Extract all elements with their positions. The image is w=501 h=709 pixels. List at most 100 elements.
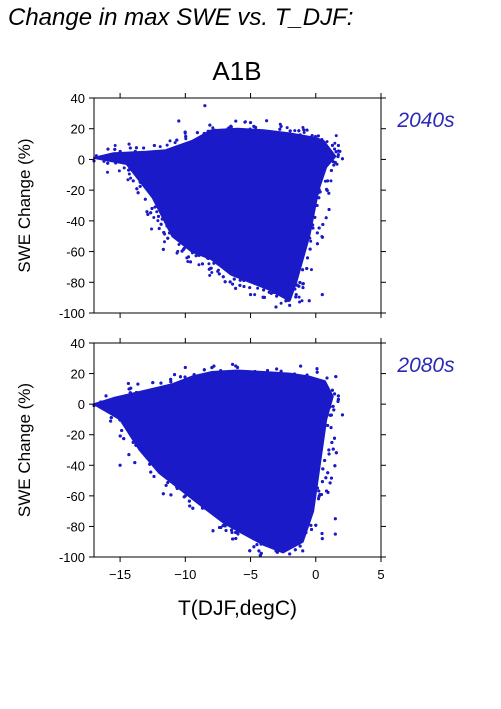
data-point: [327, 448, 331, 452]
data-point: [326, 490, 330, 494]
data-point: [267, 290, 271, 294]
data-point: [309, 239, 313, 243]
data-point: [126, 381, 130, 385]
y-tick-label: 40: [71, 336, 85, 351]
data-point: [302, 130, 306, 134]
data-point: [202, 131, 206, 135]
data-point: [275, 294, 279, 298]
data-point: [330, 440, 334, 444]
data-point: [156, 219, 160, 223]
data-point: [228, 280, 232, 284]
data-point: [315, 486, 319, 490]
data-point: [253, 370, 257, 374]
data-point: [315, 242, 319, 246]
data-point: [321, 222, 325, 226]
data-point: [106, 161, 110, 165]
data-point: [275, 550, 279, 554]
data-point: [127, 142, 131, 146]
data-point: [235, 365, 240, 370]
data-point: [219, 369, 223, 373]
data-point: [136, 382, 140, 386]
data-point: [94, 154, 98, 158]
data-point: [257, 549, 261, 553]
data-point: [212, 128, 216, 132]
data-point: [314, 523, 318, 527]
data-point: [155, 210, 159, 214]
data-point: [98, 405, 103, 409]
data-point: [216, 268, 220, 272]
data-point: [332, 436, 336, 440]
data-point: [169, 380, 173, 384]
data-point: [128, 391, 132, 395]
data-point: [298, 544, 302, 548]
data-point: [234, 286, 238, 290]
data-point: [315, 203, 319, 207]
y-tick-label: -80: [66, 519, 85, 534]
data-point: [324, 476, 328, 480]
data-point: [207, 262, 211, 266]
data-point: [328, 481, 332, 485]
data-point: [330, 388, 334, 392]
data-point: [114, 161, 118, 165]
data-point: [330, 143, 334, 147]
data-point: [275, 367, 279, 371]
data-point: [197, 263, 201, 267]
data-point: [286, 298, 290, 302]
period-label: 2040s: [396, 109, 455, 132]
data-point: [309, 268, 313, 272]
data-point: [118, 418, 122, 422]
data-point: [311, 223, 315, 227]
data-point: [153, 205, 157, 209]
data-point: [219, 526, 223, 530]
data-point: [146, 213, 150, 217]
data-point: [175, 138, 179, 142]
y-tick-label: -80: [66, 275, 85, 290]
data-point: [230, 528, 234, 532]
data-point: [336, 155, 340, 159]
data-point: [336, 399, 340, 403]
data-point: [288, 129, 292, 133]
data-point: [320, 235, 324, 239]
data-point: [131, 179, 135, 183]
data-point: [149, 470, 153, 474]
y-tick-label: 0: [78, 397, 85, 412]
data-point: [329, 168, 333, 172]
data-point: [284, 299, 288, 303]
data-point: [336, 394, 340, 398]
y-tick-label: 0: [78, 152, 85, 167]
data-point: [292, 372, 296, 376]
data-point: [298, 280, 302, 284]
data-point: [297, 284, 301, 288]
y-tick-label: 20: [71, 122, 85, 137]
data-point: [208, 123, 212, 127]
data-point: [167, 231, 171, 235]
data-point: [331, 447, 335, 451]
data-point: [118, 463, 122, 467]
data-point: [328, 413, 332, 417]
data-point: [206, 256, 210, 260]
data-point: [313, 215, 317, 219]
data-point: [320, 138, 324, 142]
data-point: [298, 133, 302, 137]
data-point: [161, 247, 165, 251]
data-point: [316, 134, 320, 138]
data-point: [211, 529, 215, 533]
data-point: [302, 128, 306, 132]
x-axis-label: T(DJF,degC): [178, 597, 297, 620]
data-point: [164, 483, 168, 487]
period-label: 2080s: [396, 354, 455, 377]
data-point: [186, 260, 190, 264]
data-point: [212, 261, 216, 265]
y-axis-label: SWE Change (%): [15, 383, 34, 517]
data-point: [331, 404, 335, 408]
x-tick-label: 0: [312, 567, 319, 582]
data-point: [305, 373, 309, 377]
data-point: [183, 375, 187, 379]
data-point: [329, 476, 333, 480]
data-point: [320, 532, 324, 536]
data-point: [209, 249, 214, 254]
data-point: [166, 236, 170, 240]
data-point: [222, 523, 227, 527]
data-point: [113, 147, 117, 151]
data-point: [317, 226, 321, 230]
